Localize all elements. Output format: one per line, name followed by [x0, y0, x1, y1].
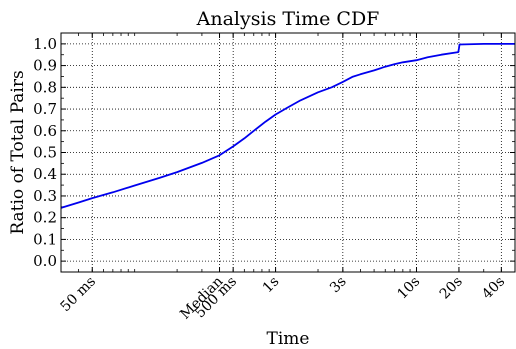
- y-tick-label: 0.6: [33, 122, 57, 140]
- y-tick-label: 0.0: [33, 252, 57, 270]
- y-axis-label: Ratio of Total Pairs: [8, 70, 28, 234]
- x-tick-label: 50 ms: [58, 274, 100, 316]
- y-tick-label: 0.2: [33, 209, 57, 227]
- y-tick-label: 0.1: [33, 230, 57, 248]
- x-tick-label: 3s: [327, 274, 350, 297]
- y-tick-label: 0.4: [33, 165, 57, 183]
- y-tick-label: 0.7: [33, 100, 57, 118]
- y-tick-label: 1.0: [33, 35, 57, 53]
- x-axis-label: Time: [267, 329, 310, 349]
- y-tick-label: 0.3: [33, 187, 57, 205]
- x-tick-label: 10s: [394, 274, 423, 303]
- cdf-series-line: [60, 43, 515, 209]
- axis-ticks: [60, 32, 516, 272]
- tick-labels: 0.00.10.20.30.40.50.60.70.80.91.050 ms Me…: [33, 35, 508, 323]
- x-tick-label: 1s: [260, 274, 283, 297]
- plot-frame: [60, 32, 516, 273]
- y-tick-label: 0.8: [33, 78, 57, 96]
- grid: [61, 33, 515, 272]
- series-layer: [60, 43, 515, 209]
- x-tick-label: 20s: [437, 274, 466, 303]
- x-tick-label: 40s: [479, 274, 508, 303]
- y-tick-label: 0.9: [33, 57, 57, 75]
- chart-title: Analysis Time CDF: [196, 8, 380, 30]
- y-tick-label: 0.5: [33, 144, 57, 162]
